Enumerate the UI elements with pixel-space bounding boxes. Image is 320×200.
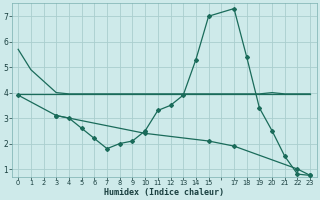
X-axis label: Humidex (Indice chaleur): Humidex (Indice chaleur) [104, 188, 224, 197]
